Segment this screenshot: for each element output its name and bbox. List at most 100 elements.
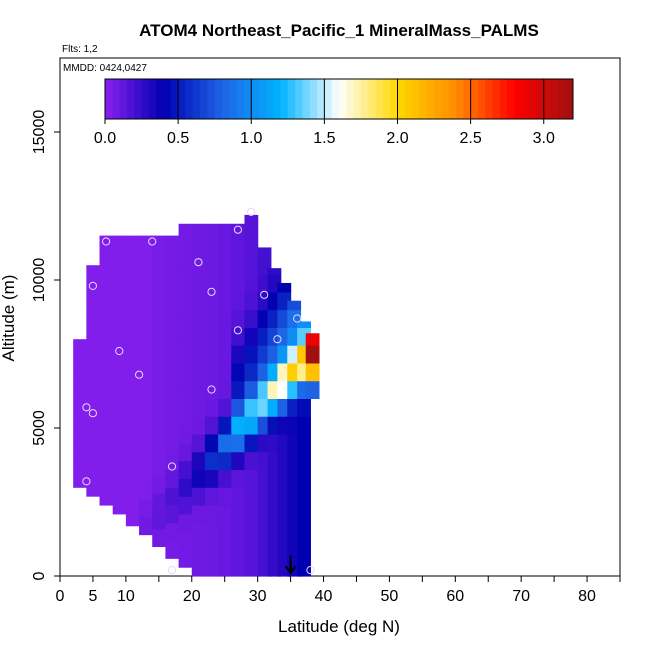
colorbar-swatch (214, 79, 223, 119)
heatmap-cell (139, 392, 153, 411)
heatmap-cell (218, 398, 232, 417)
colorbar-swatch (412, 79, 420, 119)
colorbar-swatch (119, 79, 128, 119)
heatmap-cell (191, 522, 206, 542)
heatmap-cell (191, 487, 206, 506)
heatmap-cell (191, 469, 206, 488)
heatmap-cell (204, 469, 219, 488)
colorbar-swatch (426, 79, 435, 119)
heatmap-cell (125, 490, 140, 509)
heatmap-cell (231, 433, 246, 453)
heatmap-cell (139, 445, 153, 465)
colorbar-swatch (148, 79, 157, 119)
y-tick-label: 10000 (31, 258, 48, 303)
heatmap-cell (231, 274, 246, 293)
colorbar-swatch (346, 79, 355, 119)
heatmap-cell (125, 259, 140, 278)
heatmap-cell (244, 238, 259, 257)
heatmap-cell (297, 487, 311, 506)
colorbar-swatch (397, 79, 406, 119)
heatmap-cell (139, 303, 153, 323)
colorbar-tick-label: 0.5 (167, 130, 189, 147)
heatmap-cell (73, 339, 87, 346)
colorbar-tick-label: 0.0 (94, 130, 116, 147)
heatmap-cell (231, 522, 246, 542)
heatmap-cell (152, 315, 167, 334)
heatmap-cell (244, 345, 259, 364)
heatmap-cell (99, 309, 114, 328)
colorbar-swatch (163, 79, 172, 119)
sample-point (293, 314, 302, 323)
heatmap-cell (99, 256, 114, 275)
sample-point (260, 290, 269, 299)
heatmap-cell (231, 504, 246, 524)
heatmap-cell (204, 291, 219, 311)
heatmap-cell (218, 540, 232, 559)
heatmap-cell (165, 522, 180, 542)
heatmap-cell (218, 416, 232, 435)
heatmap-cell (165, 398, 180, 417)
heatmap-cell (231, 238, 246, 257)
heatmap-cell (73, 362, 87, 382)
colorbar-swatch (141, 79, 150, 119)
heatmap-cell (139, 285, 153, 305)
x-tick-label: 20 (183, 588, 201, 605)
heatmap-cell (125, 472, 140, 491)
y-tick-label: 15000 (31, 110, 48, 155)
heatmap-cell (99, 327, 114, 346)
heatmap-cell (86, 265, 101, 284)
heatmap-cell (112, 318, 127, 337)
heatmap-cell (99, 416, 114, 435)
heatmap-cell (112, 442, 127, 462)
heatmap-cell (152, 493, 167, 512)
heatmap-cell (73, 380, 87, 399)
heatmap-cell (152, 404, 167, 423)
heatmap-cell (244, 327, 259, 346)
heatmap-cell (297, 540, 311, 559)
colorbar-swatch (470, 79, 479, 119)
heatmap-cell (178, 300, 193, 320)
x-tick-label: 40 (315, 588, 333, 605)
heatmap-cell (178, 247, 193, 266)
y-tick-label: 5000 (31, 410, 48, 446)
colorbar-swatch (339, 79, 347, 119)
heatmap-cell (112, 235, 127, 249)
colorbar-swatch (463, 79, 472, 119)
colorbar-swatch (273, 79, 281, 119)
heatmap-cell (112, 389, 127, 408)
heatmap-cell (73, 416, 87, 435)
heatmap-cell (191, 238, 206, 257)
heatmap-cell (165, 256, 180, 275)
heatmap-cell (204, 238, 219, 257)
colorbar-swatch (207, 79, 216, 119)
sample-point (233, 326, 242, 335)
heatmap-cell (139, 356, 153, 376)
colorbar-swatch (521, 79, 530, 119)
colorbar-swatch (375, 79, 384, 119)
colorbar-swatch (200, 79, 208, 119)
heatmap-cell (191, 433, 206, 453)
heatmap-cell (139, 428, 153, 447)
heatmap-cell (178, 425, 193, 444)
heatmap-cell (244, 380, 259, 399)
heatmap-cell (257, 247, 272, 257)
heatmap-cell (99, 274, 114, 293)
heatmap-cell (231, 362, 246, 382)
heatmap-cell (204, 362, 219, 382)
heatmap-cell (165, 235, 180, 240)
colorbar-swatch (243, 79, 252, 119)
heatmap-cell (165, 274, 180, 293)
colorbar-swatch (492, 79, 501, 119)
arrow-head (284, 565, 297, 575)
heatmap-cell (99, 345, 114, 364)
x-tick-label: 50 (381, 588, 399, 605)
heatmap-cell (86, 442, 101, 462)
sample-point (273, 335, 282, 344)
sample-point (135, 370, 144, 379)
heatmap-cell (152, 528, 167, 547)
heatmap-cell (73, 345, 87, 364)
heatmap-cell (191, 362, 206, 382)
heatmap-cell (86, 318, 101, 337)
colorbar-swatch (105, 79, 113, 119)
colorbar-swatch (485, 79, 494, 119)
